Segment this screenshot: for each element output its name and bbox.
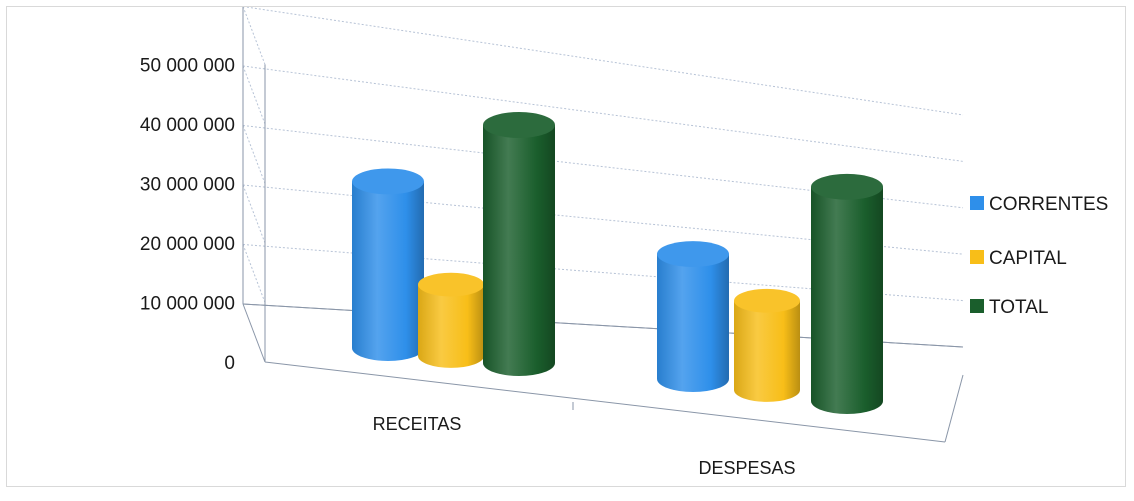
legend: CORRENTES CAPITAL TOTAL — [970, 194, 1108, 318]
bar-despesas-correntes — [657, 241, 729, 392]
y-tick-label: 20 000 000 — [140, 234, 235, 255]
legend-swatch — [970, 196, 984, 210]
y-tick-label: 40 000 000 — [140, 115, 235, 136]
y-tick-label: 0 — [224, 353, 235, 374]
y-tick-label: 10 000 000 — [140, 294, 235, 315]
bar-receitas-capital — [418, 272, 484, 368]
legend-swatch — [970, 250, 984, 264]
gridline — [242, 7, 964, 116]
side-gridline — [242, 184, 266, 244]
y-tick-label: 50 000 000 — [140, 56, 235, 77]
x-axis-categories: RECEITAS DESPESAS — [373, 414, 796, 478]
side-gridline — [242, 65, 266, 125]
side-gridline — [242, 303, 266, 363]
y-tick-label: 30 000 000 — [140, 175, 235, 196]
bar-despesas-capital — [734, 288, 800, 402]
x-category-label: DESPESAS — [698, 458, 795, 478]
legend-swatch — [970, 299, 984, 313]
gridline — [242, 125, 964, 209]
gridline — [242, 65, 964, 162]
legend-label: TOTAL — [989, 297, 1048, 318]
side-gridline — [242, 244, 266, 303]
chart-container: 0 10 000 000 20 000 000 30 000 000 40 000 00… — [6, 6, 1126, 487]
legend-label: CORRENTES — [989, 194, 1108, 215]
side-gridline — [242, 125, 266, 184]
bar-receitas-total — [483, 112, 555, 376]
y-axis-ticks: 0 10 000 000 20 000 000 30 000 000 40 000 00… — [140, 56, 235, 375]
legend-label: CAPITAL — [989, 248, 1067, 269]
legend-item: CORRENTES — [970, 194, 1108, 215]
legend-item: CAPITAL — [970, 248, 1067, 269]
legend-item: TOTAL — [970, 297, 1048, 318]
x-category-label: RECEITAS — [373, 414, 462, 434]
cylinder-bar-chart: 0 10 000 000 20 000 000 30 000 000 40 000 00… — [140, 7, 1108, 478]
floor-right-edge — [944, 374, 964, 443]
bar-despesas-total — [811, 173, 883, 414]
side-gridline — [242, 7, 266, 65]
bars — [352, 112, 883, 414]
floor-front-edge — [264, 361, 946, 443]
bar-receitas-correntes — [352, 168, 424, 361]
